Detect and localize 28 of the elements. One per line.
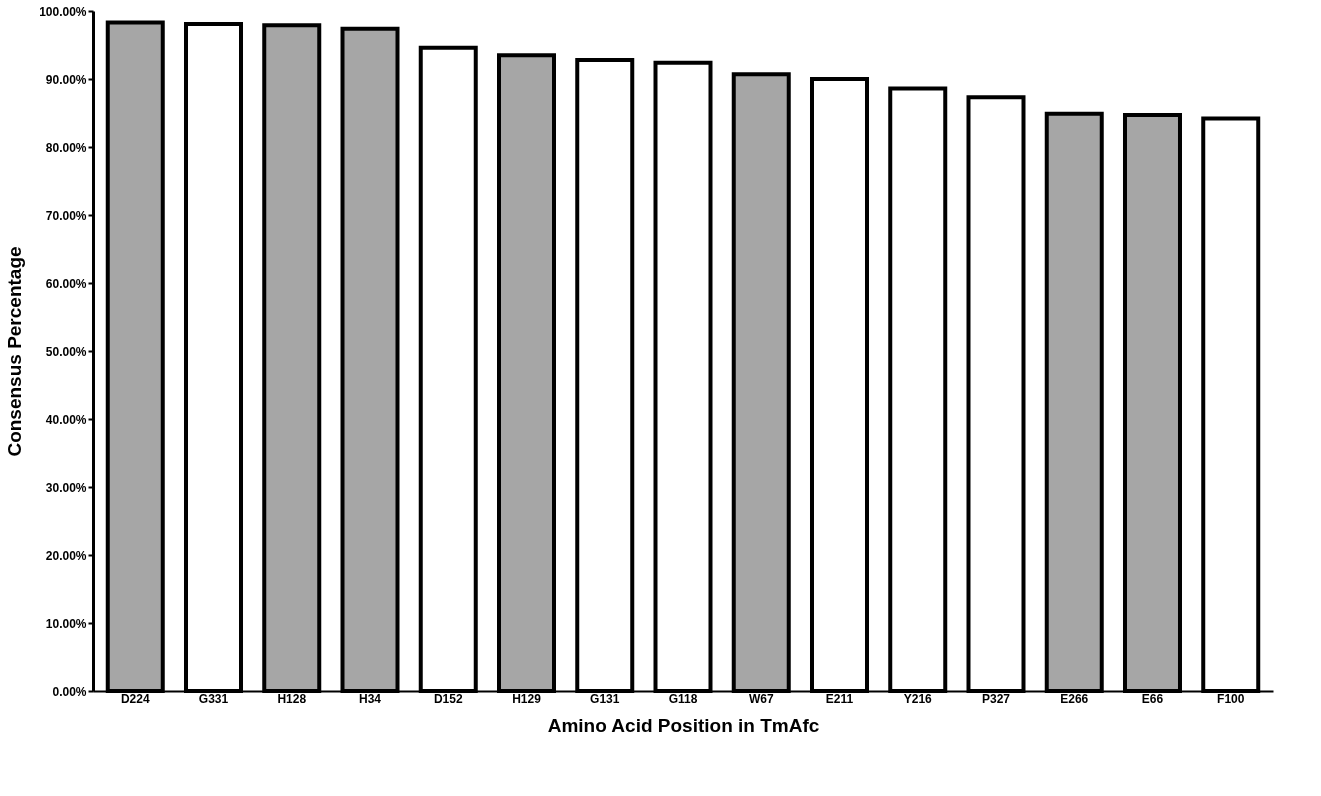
- y-tick-label: 30.00%: [45, 480, 87, 495]
- x-tick-label: Y216: [903, 691, 933, 706]
- x-tick-label: E266: [1060, 691, 1089, 706]
- x-tick-label: G331: [198, 691, 229, 706]
- y-tick-label: 50.00%: [45, 344, 87, 359]
- x-tick-label: D224: [120, 691, 150, 706]
- x-tick-label: G118: [668, 691, 698, 706]
- y-tick-label: 0.00%: [52, 684, 87, 699]
- x-tick-label: E211: [825, 691, 854, 706]
- y-tick-label: 90.00%: [45, 72, 87, 87]
- x-tick-label: P327: [981, 691, 1011, 706]
- y-tick-label: 70.00%: [45, 208, 87, 223]
- x-tick-label: W67: [748, 691, 774, 706]
- x-tick-label: H128: [277, 691, 307, 706]
- x-tick-label: H129: [512, 691, 542, 706]
- y-tick-label: 20.00%: [45, 548, 87, 563]
- x-tick-label: G131: [590, 691, 620, 706]
- y-tick-label: 40.00%: [45, 412, 87, 427]
- y-tick-label: 10.00%: [45, 616, 87, 631]
- y-tick-label: 60.00%: [45, 276, 87, 291]
- x-tick-label: E66: [1141, 691, 1164, 706]
- x-axis-title: Amino Acid Position in TmAfc: [547, 714, 820, 736]
- x-tick-label: H34: [358, 691, 382, 706]
- y-tick-label: 80.00%: [45, 140, 87, 155]
- y-tick-label: 100.00%: [39, 4, 87, 19]
- y-axis-title: Consensus Percentage: [4, 246, 26, 457]
- x-tick-label: D152: [433, 691, 463, 706]
- x-tick-label: F100: [1217, 691, 1245, 706]
